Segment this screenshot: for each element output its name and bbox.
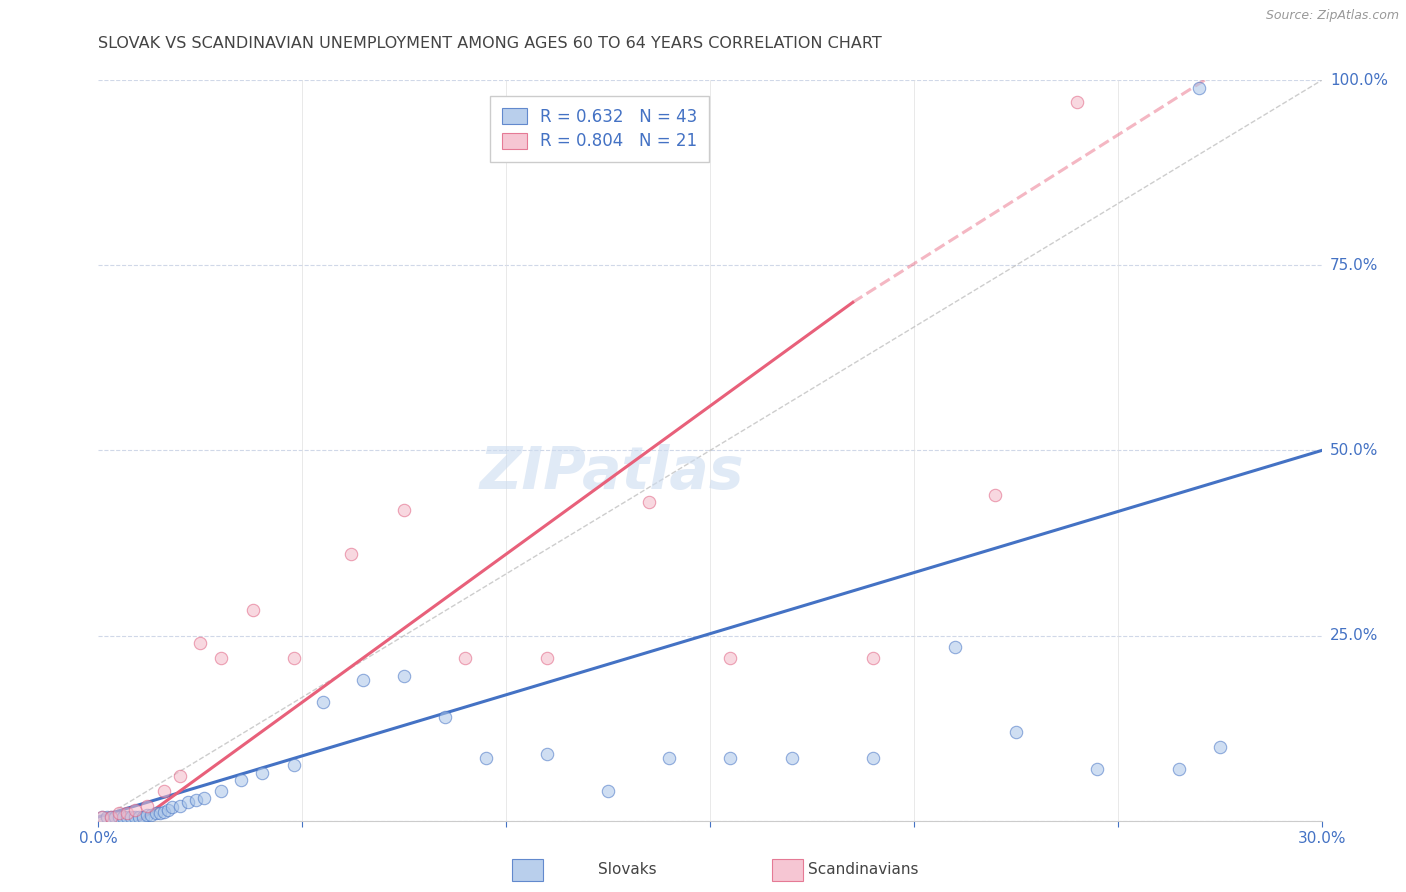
Point xyxy=(209,784,232,798)
Point xyxy=(128,810,150,824)
Point xyxy=(598,784,620,798)
Text: 25.0%: 25.0% xyxy=(1330,628,1378,643)
Point xyxy=(209,650,232,665)
Point xyxy=(193,791,215,805)
Point xyxy=(434,710,457,724)
Point xyxy=(454,650,477,665)
Point xyxy=(1188,80,1211,95)
Point xyxy=(169,798,191,813)
Point xyxy=(658,750,681,764)
Point xyxy=(780,750,803,764)
Point xyxy=(250,765,273,780)
Text: 50.0%: 50.0% xyxy=(1330,443,1378,458)
Point xyxy=(283,650,305,665)
Point xyxy=(169,769,191,783)
Point xyxy=(104,810,127,824)
Text: SLOVAK VS SCANDINAVIAN UNEMPLOYMENT AMONG AGES 60 TO 64 YEARS CORRELATION CHART: SLOVAK VS SCANDINAVIAN UNEMPLOYMENT AMON… xyxy=(98,36,882,51)
Point xyxy=(115,810,138,824)
Point xyxy=(160,800,183,814)
Point xyxy=(943,640,966,654)
Point xyxy=(242,602,264,616)
Point xyxy=(1066,95,1088,110)
Point xyxy=(392,669,416,683)
Point xyxy=(1209,739,1232,754)
Point xyxy=(132,810,155,824)
Point xyxy=(536,747,558,761)
Point xyxy=(115,806,138,821)
Point xyxy=(96,810,118,824)
Text: Source: ZipAtlas.com: Source: ZipAtlas.com xyxy=(1265,9,1399,22)
Point xyxy=(283,758,305,772)
Point xyxy=(637,495,661,509)
Point xyxy=(152,784,174,798)
Text: 100.0%: 100.0% xyxy=(1330,73,1388,87)
Point xyxy=(124,810,146,824)
Point xyxy=(100,810,122,824)
Point xyxy=(188,636,212,650)
Point xyxy=(149,806,172,821)
Point xyxy=(108,810,131,824)
Point xyxy=(156,803,179,817)
Point xyxy=(536,650,558,665)
Point xyxy=(124,803,146,817)
Point xyxy=(474,750,498,764)
Point xyxy=(111,810,134,824)
Legend: R = 0.632   N = 43, R = 0.804   N = 21: R = 0.632 N = 43, R = 0.804 N = 21 xyxy=(491,96,710,162)
Point xyxy=(718,650,742,665)
Point xyxy=(984,488,1007,502)
Point xyxy=(136,807,159,822)
Point xyxy=(1085,762,1108,776)
Point xyxy=(340,547,363,561)
Point xyxy=(862,650,884,665)
Text: Slovaks: Slovaks xyxy=(598,863,657,877)
Point xyxy=(91,810,114,824)
Point xyxy=(862,750,884,764)
Text: Scandinavians: Scandinavians xyxy=(808,863,920,877)
Text: ZIPatlas: ZIPatlas xyxy=(479,444,744,501)
Point xyxy=(145,806,167,821)
Point xyxy=(141,807,163,822)
Point xyxy=(100,810,122,824)
Point xyxy=(91,810,114,824)
Point xyxy=(1004,724,1026,739)
Point xyxy=(108,806,131,821)
Point xyxy=(352,673,374,687)
Point xyxy=(718,750,742,764)
Point xyxy=(152,805,174,819)
Point xyxy=(136,798,159,813)
Point xyxy=(392,502,416,516)
Point xyxy=(120,810,142,824)
Text: 75.0%: 75.0% xyxy=(1330,258,1378,273)
Point xyxy=(177,795,200,809)
Point xyxy=(231,772,253,787)
Point xyxy=(1167,762,1189,776)
Point xyxy=(186,793,208,807)
Point xyxy=(312,695,335,709)
